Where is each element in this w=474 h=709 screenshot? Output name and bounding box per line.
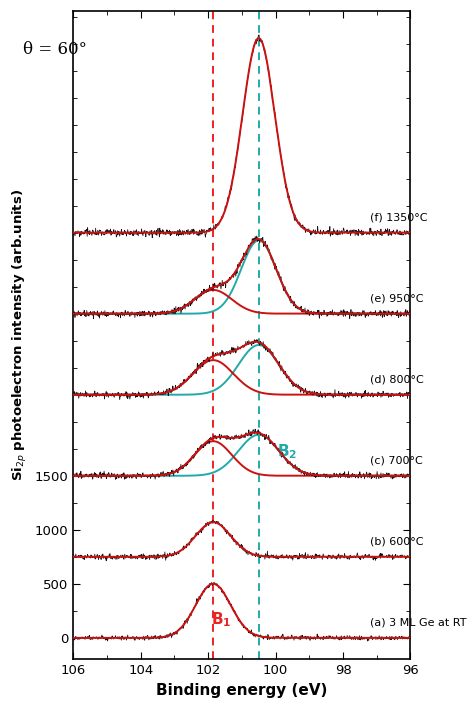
Text: θ = 60°: θ = 60° — [23, 41, 87, 58]
X-axis label: Binding energy (eV): Binding energy (eV) — [156, 683, 328, 698]
Text: (c) 700°C: (c) 700°C — [370, 456, 423, 466]
Text: $\mathbf{B_1}$: $\mathbf{B_1}$ — [210, 610, 231, 628]
Text: (e) 950°C: (e) 950°C — [370, 294, 423, 303]
Text: (f) 1350°C: (f) 1350°C — [370, 213, 428, 223]
Text: (d) 800°C: (d) 800°C — [370, 375, 424, 385]
Text: (a) 3 ML Ge at RT: (a) 3 ML Ge at RT — [370, 618, 466, 628]
Y-axis label: Si$_{2p}$ photoelectron intensity (arb.units): Si$_{2p}$ photoelectron intensity (arb.u… — [11, 189, 29, 481]
Text: $\mathbf{B_2}$: $\mathbf{B_2}$ — [277, 442, 298, 461]
Text: (b) 600°C: (b) 600°C — [370, 537, 423, 547]
